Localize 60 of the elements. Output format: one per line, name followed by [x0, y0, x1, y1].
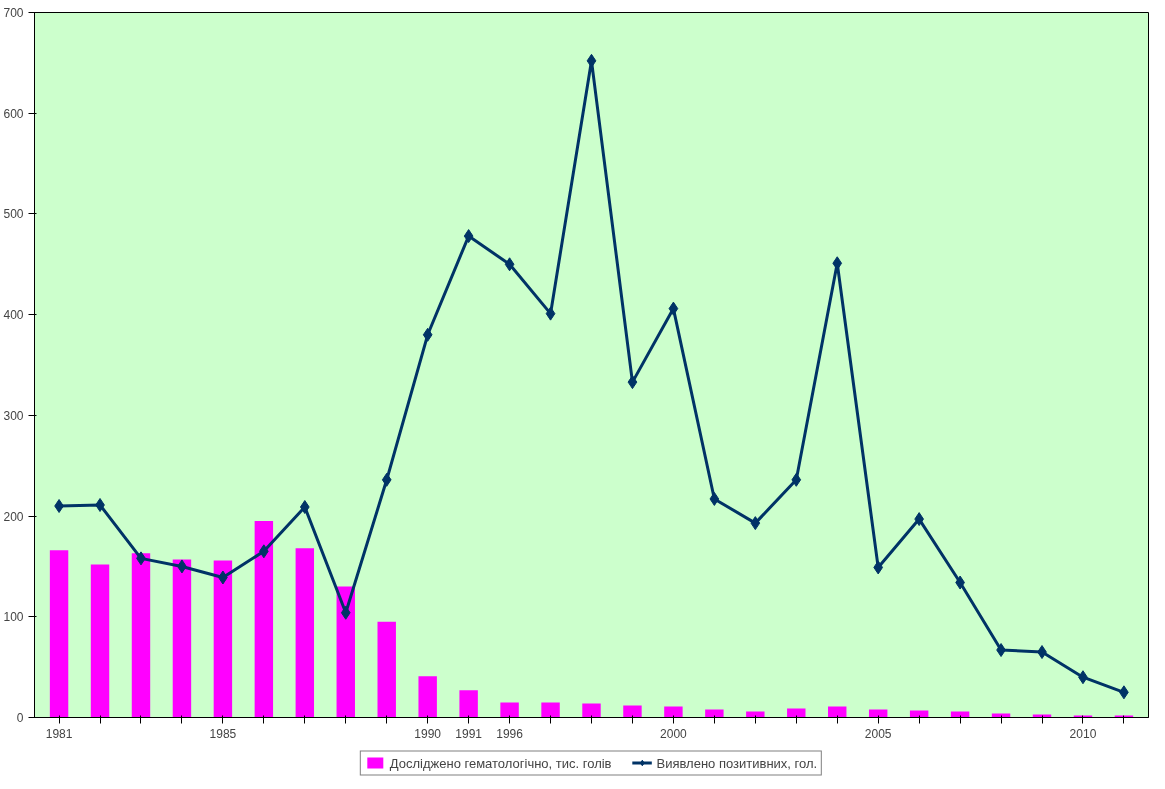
- x-tick-label: 1996: [496, 726, 524, 741]
- y-tick-label: 200: [3, 509, 24, 524]
- point: [709, 491, 720, 506]
- bar: [336, 586, 355, 718]
- point: [873, 560, 884, 575]
- bar: [1114, 715, 1134, 718]
- legend-label: Досліджено гематологічно, тис. голів: [389, 755, 612, 770]
- bar: [213, 560, 233, 718]
- y-tick-label: 0: [16, 711, 24, 725]
- y-tick-label: 600: [3, 106, 24, 121]
- point: [340, 605, 351, 620]
- bar: [623, 705, 642, 718]
- bar: [49, 550, 69, 718]
- y-tick-label: 700: [3, 6, 24, 20]
- x-tick-label: 1991: [455, 726, 483, 741]
- point: [299, 500, 310, 515]
- bar: [172, 559, 192, 718]
- point: [504, 257, 515, 272]
- point: [750, 516, 761, 531]
- legend-label: Виявлено позитивних, гол.: [656, 755, 818, 770]
- bar: [664, 706, 683, 718]
- x-tick-label: 2010: [1069, 726, 1097, 741]
- bar: [500, 702, 519, 718]
- bar: [254, 521, 274, 718]
- bar: [828, 706, 847, 718]
- y-tick-label: 300: [3, 408, 24, 423]
- bar: [582, 703, 601, 718]
- bar: [1032, 714, 1052, 718]
- bar: [746, 711, 765, 718]
- x-tick-label: 1981: [45, 726, 73, 741]
- bar: [991, 713, 1011, 718]
- bar: [950, 711, 970, 718]
- y-tick-label: 400: [3, 308, 24, 323]
- bar: [295, 548, 315, 718]
- bar: [705, 709, 724, 718]
- point: [54, 499, 64, 513]
- point: [545, 306, 556, 321]
- bar: [90, 564, 110, 718]
- point: [627, 375, 638, 390]
- y-tick-label: 100: [3, 610, 24, 625]
- bar: [131, 553, 151, 718]
- point: [463, 229, 474, 244]
- x-tick-label: 2000: [660, 726, 688, 741]
- bar: [377, 621, 396, 718]
- bar: [418, 676, 437, 718]
- bar: [787, 708, 806, 718]
- point: [586, 53, 597, 68]
- point: [791, 472, 802, 487]
- y-tick-label: 500: [3, 207, 24, 222]
- bar: [541, 702, 560, 718]
- point: [381, 472, 392, 487]
- point: [422, 327, 433, 342]
- bar: [459, 690, 478, 718]
- bar: [868, 709, 888, 718]
- point: [668, 301, 679, 316]
- bar: [909, 710, 929, 718]
- x-tick-label: 1985: [209, 726, 237, 741]
- x-tick-label: 2005: [864, 726, 892, 741]
- bar: [1073, 715, 1093, 718]
- x-tick-label: 1990: [414, 726, 442, 741]
